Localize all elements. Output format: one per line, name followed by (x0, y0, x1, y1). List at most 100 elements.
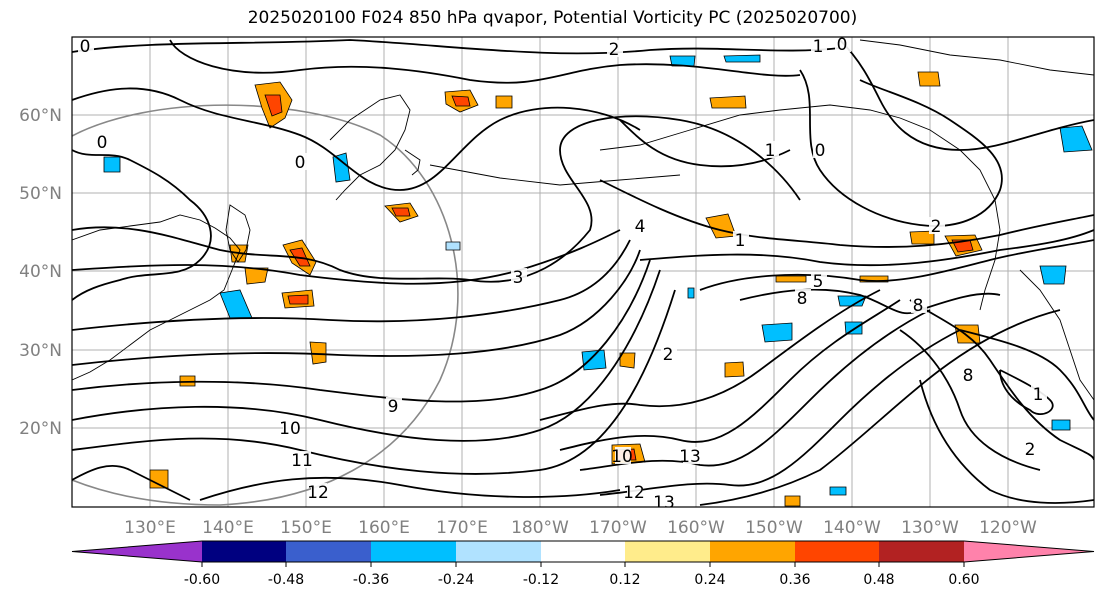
contour-label-bg (811, 37, 827, 54)
lon-label: 160°E (358, 518, 410, 538)
colorbar-swatch (72, 541, 202, 562)
graticule (72, 37, 1094, 507)
contour-label: 2 (663, 345, 674, 365)
contour-label: 1 (735, 231, 746, 251)
lat-label: 30°N (19, 341, 62, 361)
contour-label-bg (386, 397, 402, 414)
lon-label: 150°W (745, 518, 803, 538)
contour-label-bg (733, 231, 749, 248)
contour-label: 0 (80, 37, 91, 57)
contour-label-bg (683, 447, 699, 464)
colorbar-tick-label: -0.48 (268, 572, 304, 588)
contour-label: 12 (623, 483, 645, 503)
lon-label: 170°E (436, 518, 488, 538)
colorbar-tick-label: -0.24 (438, 572, 474, 588)
lon-label: 170°W (589, 518, 647, 538)
lon-label: 140°E (202, 518, 254, 538)
contour-label: 1 (1033, 385, 1044, 405)
colorbar-tick-label: -0.60 (184, 572, 220, 588)
contour-label-bg (763, 141, 779, 158)
colorbar-tick-label: 0.24 (694, 572, 725, 588)
contour-label: 8 (797, 289, 808, 309)
colorbar-swatch (202, 541, 286, 562)
contour-label-bg (929, 217, 945, 234)
contour-label: 11 (291, 451, 313, 471)
contour-label: 10 (279, 419, 301, 439)
contour-label-bg (95, 133, 111, 150)
lon-label: 130°E (124, 518, 176, 538)
colorbar-swatch (456, 541, 541, 562)
colorbar-swatch (879, 541, 964, 562)
lat-label: 50°N (19, 184, 62, 204)
map-title: 2025020100 F024 850 hPa qvapor, Potentia… (247, 8, 858, 28)
colorbar-tick-label: -0.36 (353, 572, 389, 588)
contour-label-bg (1023, 440, 1039, 457)
contour-label: 12 (307, 483, 329, 503)
contour-label-bg (78, 37, 94, 54)
contour-label: 13 (679, 447, 701, 467)
contour-label-bg (1031, 385, 1047, 402)
colorbar-tick-label: 0.36 (779, 572, 810, 588)
plot-frame (71, 36, 1095, 508)
contour-label: 4 (635, 217, 646, 237)
colorbar-tick-label: -0.12 (523, 572, 559, 588)
colorbar-tick-label: 0.60 (948, 572, 979, 588)
contour-label-bg (961, 366, 977, 383)
contour-label-bg (795, 289, 811, 306)
lat-label: 60°N (19, 106, 62, 126)
contour-label: 13 (653, 493, 675, 513)
contour-label-bg (293, 153, 309, 170)
colorbar-tick-label: 0.48 (863, 572, 894, 588)
contour-label: 2 (1025, 440, 1036, 460)
colorbar-swatch (964, 541, 1094, 562)
colorbar-swatch (371, 541, 456, 562)
colorbar-swatch (625, 541, 710, 562)
contour-label-bg (607, 40, 623, 57)
lon-label: 120°W (979, 518, 1037, 538)
colorbar-swatch (286, 541, 371, 562)
contour-label: 8 (963, 366, 974, 386)
colorbar-swatch (541, 541, 625, 562)
contour-label: 2 (609, 40, 620, 60)
colorbar-swatch (710, 541, 795, 562)
lon-label: 150°E (280, 518, 332, 538)
contour-label: 8 (913, 296, 924, 316)
lat-label: 40°N (19, 262, 62, 282)
coastlines (72, 39, 1094, 401)
qvapor-negative-patches (103, 54, 1093, 496)
contour-label-bg (657, 493, 673, 507)
contour-label-bg (295, 451, 311, 468)
contour-label-bg (813, 141, 829, 158)
contour-label-bg (633, 217, 649, 234)
contour-label: 5 (813, 272, 824, 292)
longitude-labels: 130°E 140°E 150°E 160°E 170°E 180°W 170°W 160°W… (124, 518, 1037, 538)
contour-label-bg (511, 268, 527, 285)
colorbar: -0.60 -0.48 -0.36 -0.24 -0.12 0.12 0.24 0.36 0.4… (71, 540, 1095, 588)
lon-label: 130°W (901, 518, 959, 538)
contour-label-bg (283, 419, 299, 436)
contour-label: 0 (97, 133, 108, 153)
contour-label: 10 (611, 447, 633, 467)
latitude-labels: 60°N 50°N 40°N 30°N 20°N (19, 106, 62, 439)
lon-label: 140°W (823, 518, 881, 538)
lon-label: 180°W (511, 518, 569, 538)
contour-label: 2 (931, 217, 942, 237)
contour-label: 1 (765, 141, 776, 161)
contour-label: 0 (815, 141, 826, 161)
contour-label-bg (627, 483, 643, 500)
contour-label: 0 (295, 153, 306, 173)
contour-label-bg (615, 447, 631, 464)
contour-label-bg (311, 483, 327, 500)
contour-label: 9 (388, 397, 399, 417)
contour-label: 0 (837, 35, 848, 55)
lat-label: 20°N (19, 419, 62, 439)
contour-label-bg (811, 272, 827, 289)
colorbar-swatch (795, 541, 879, 562)
contour-label: 3 (513, 268, 524, 288)
lon-label: 160°W (667, 518, 725, 538)
contour-label-bg (835, 37, 851, 52)
contour-label-bg (911, 296, 927, 313)
